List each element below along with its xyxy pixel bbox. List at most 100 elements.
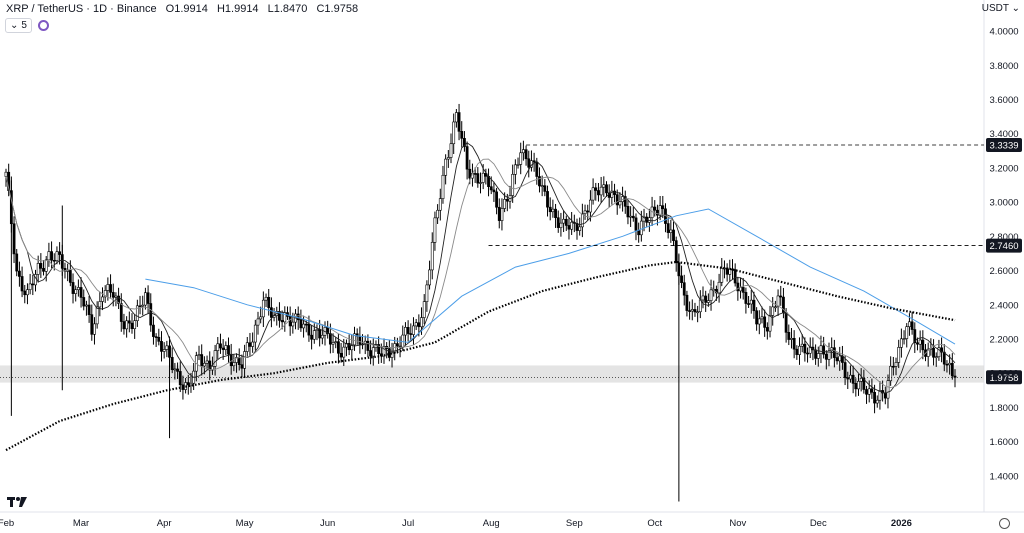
candle-body [752,299,756,312]
candle-body [302,323,305,329]
candle-body [875,399,879,404]
ma-short-line [5,142,956,394]
candle-body [449,143,453,158]
candle-body [366,340,370,351]
candle-body [945,363,949,366]
candle-body [460,131,464,139]
candle-body [395,343,399,347]
candle-body [71,282,75,294]
candle-body [564,218,568,226]
candle-body [350,344,354,351]
candle-body [267,296,271,308]
candle-body [704,295,708,303]
candle-body [245,342,249,352]
candle-body [425,284,429,302]
candle-body [85,304,88,307]
candle-body [696,311,700,314]
candle-body [446,157,450,160]
candle-body [197,354,201,356]
candle-body [328,333,332,345]
candle-body [269,307,273,318]
candle-body [18,270,21,277]
candle-body [93,323,96,335]
candle-body [580,213,584,228]
candle-body [157,336,161,342]
candle-body [787,332,791,340]
candle-body [803,343,807,354]
candle-body [430,241,434,271]
candle-body [422,301,426,318]
candle-body [661,205,665,210]
candle-body [497,206,501,221]
candle-body [500,208,504,221]
high-value: 1.9914 [224,3,259,15]
candle-body [162,349,166,352]
candle-body [551,208,555,213]
candle-body [420,317,423,328]
candle-body [82,297,86,307]
indicator-count: 5 [21,20,27,31]
candle-body [489,186,493,191]
candle-body [589,199,592,213]
candle-body [412,325,415,335]
candle-body [690,309,694,312]
ma-blue-line [145,208,956,345]
candle-body [586,210,590,213]
candle-body [800,343,804,347]
candle-body [822,345,826,355]
y-tick-label: 1.4000 [989,471,1018,482]
candle-body [806,352,809,355]
candle-body [763,316,767,328]
x-tick-label: Jul [402,518,414,529]
candle-body [79,287,83,298]
candle-body [905,326,909,339]
candle-body [891,365,895,368]
y-tick-label: 1.6000 [989,437,1018,448]
candle-body [538,176,541,187]
candle-body [103,290,107,298]
symbol-title[interactable]: XRP / TetherUS · 1D · Binance [6,3,157,15]
candle-body [479,182,482,184]
candle-body [669,229,673,233]
y-tick-label: 3.0000 [989,198,1018,209]
y-tick-label: 3.8000 [989,61,1018,72]
candle-body [846,377,850,380]
candle-body [682,282,686,296]
candle-body [299,319,303,329]
candle-body [371,347,375,357]
candle-body [768,315,772,332]
candle-body [337,341,340,354]
candle-body [918,339,922,345]
candle-body [910,321,914,330]
candle-body [747,303,750,305]
candle-body [567,225,571,230]
candle-body [672,229,675,241]
candle-body [642,216,646,222]
y-tick-label: 4.0000 [989,27,1018,38]
candle-body [31,283,35,286]
indicator-settings-icon[interactable] [37,20,49,31]
candle-body [540,185,544,187]
candle-body [44,259,48,272]
candle-body [883,392,887,399]
candle-body [862,378,866,390]
candle-body [114,295,118,298]
indicators-toggle-button[interactable]: ⌄ 5 [5,18,32,33]
candle-body [870,388,874,393]
candle-body [176,368,179,372]
tradingview-logo-icon [7,497,27,507]
settings-gear-icon[interactable] [999,518,1010,529]
currency-selector[interactable]: USDT ⌄ [981,3,1020,14]
candle-body [548,206,552,213]
last-price-label-bg [986,370,1022,385]
candle-body [315,329,319,331]
candle-body [570,221,574,230]
candle-body [720,267,724,283]
x-tick-label: Dec [810,518,827,529]
candle-body [117,295,120,304]
candle-body [441,174,445,199]
candle-body [133,320,137,330]
y-tick-label: 3.4000 [989,129,1018,140]
candle-body [674,240,678,264]
